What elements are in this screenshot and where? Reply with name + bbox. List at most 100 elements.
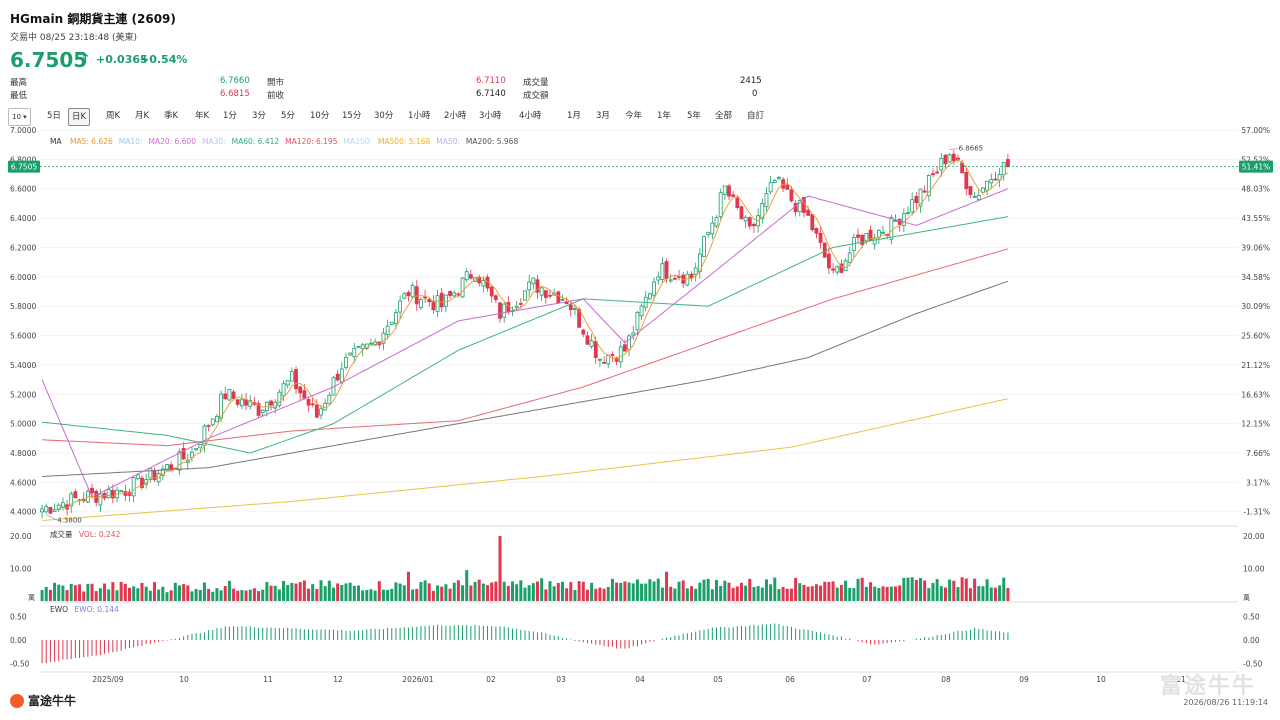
- candle-body: [972, 195, 977, 198]
- volume-panel-label: 成交量: [50, 530, 73, 539]
- period-1[interactable]: 5日: [47, 111, 61, 121]
- price-tick-label: 6.8000: [10, 155, 36, 164]
- volume-bar: [336, 583, 340, 601]
- volume-bar: [585, 589, 589, 601]
- volume-bar: [723, 580, 727, 601]
- period-7[interactable]: 1分: [223, 111, 237, 121]
- candle-body: [302, 390, 307, 399]
- volume-bar: [498, 536, 502, 601]
- x-axis-label: 12: [333, 675, 343, 684]
- volume-bar: [902, 577, 906, 601]
- period-19[interactable]: 今年: [625, 111, 643, 121]
- volume-bar: [764, 579, 768, 601]
- period-9[interactable]: 5分: [281, 111, 295, 121]
- volume-bar: [935, 579, 939, 601]
- x-axis-label: 05: [713, 675, 723, 684]
- count-dropdown[interactable]: 10 ▾: [8, 108, 31, 126]
- volume-bar: [848, 587, 852, 601]
- volume-bar: [198, 590, 202, 601]
- ma-line-ma200: [42, 280, 1009, 477]
- candle-body: [685, 273, 690, 286]
- volume-bar: [111, 582, 115, 601]
- volume-bar: [952, 580, 956, 601]
- ewo-tick-label: 0.00: [10, 636, 27, 645]
- volume-bar: [789, 588, 793, 601]
- period-21[interactable]: 5年: [687, 111, 701, 121]
- candle-body: [223, 393, 228, 400]
- candle-body: [56, 504, 61, 510]
- volume-bar: [719, 585, 723, 601]
- volume-bar: [594, 588, 598, 601]
- price-tick-label: 5.8000: [10, 302, 36, 311]
- period-14[interactable]: 2小時: [444, 111, 467, 121]
- pct-tick-label: 3.17%: [1246, 478, 1270, 487]
- volume-bar: [577, 581, 581, 601]
- period-22[interactable]: 全部: [715, 111, 733, 121]
- volume-bar: [869, 582, 873, 601]
- volume-bar: [315, 588, 319, 601]
- candle-body: [135, 474, 140, 480]
- volume-bar: [132, 586, 136, 601]
- low-value: 6.6815: [220, 89, 250, 99]
- period-13[interactable]: 1小時: [408, 111, 431, 121]
- ma-legend-item: MA30:: [201, 137, 226, 146]
- candle-body: [731, 194, 736, 197]
- period-4[interactable]: 月K: [135, 111, 150, 121]
- period-12[interactable]: 30分: [374, 111, 394, 121]
- volume-bar: [794, 577, 798, 601]
- volume-bar: [748, 578, 752, 601]
- low-label: 最低: [10, 91, 28, 101]
- price-tick-label: 5.2000: [10, 390, 36, 399]
- period-15[interactable]: 3小時: [479, 111, 502, 121]
- period-18[interactable]: 3月: [596, 111, 610, 121]
- price-tick-label: 6.0000: [10, 273, 36, 282]
- volume-bar: [798, 583, 802, 601]
- volume-bar: [244, 590, 248, 601]
- open-value: 6.7110: [476, 76, 506, 86]
- candle-body: [581, 329, 586, 335]
- candle-body: [256, 403, 261, 416]
- candle-body: [389, 321, 394, 326]
- candle-body: [48, 506, 53, 514]
- period-23[interactable]: 自訂: [747, 111, 765, 121]
- volume-bar: [819, 585, 823, 601]
- period-2[interactable]: 日K: [68, 108, 91, 126]
- candle-body: [339, 368, 344, 383]
- candle-body: [215, 415, 219, 423]
- volume-bar: [177, 585, 181, 601]
- volume-bar: [635, 579, 639, 601]
- volume-bar: [977, 586, 981, 601]
- volume-bar: [136, 588, 140, 601]
- pct-tick-label: 21.12%: [1241, 361, 1270, 370]
- volume-bar: [656, 578, 660, 601]
- volume-bar: [369, 589, 373, 601]
- volume-bar: [356, 585, 360, 601]
- volume-bar: [831, 581, 835, 601]
- period-10[interactable]: 10分: [310, 111, 330, 121]
- candle-body: [918, 188, 923, 207]
- candle-body: [860, 234, 865, 245]
- period-3[interactable]: 周K: [106, 111, 121, 121]
- volume-bar: [69, 583, 73, 601]
- period-17[interactable]: 1月: [567, 111, 581, 121]
- period-16[interactable]: 4小時: [519, 111, 542, 121]
- period-11[interactable]: 15分: [342, 111, 362, 121]
- period-8[interactable]: 3分: [252, 111, 266, 121]
- volume-bar: [115, 590, 119, 601]
- volume-bar: [906, 577, 910, 601]
- candle-body: [144, 479, 149, 485]
- amount-value: 0: [752, 89, 758, 99]
- candle-body: [752, 223, 756, 227]
- volume-bar: [839, 584, 843, 601]
- volume-bar: [802, 584, 806, 601]
- candle-body: [244, 399, 248, 406]
- volume-bar: [348, 582, 352, 601]
- candle-body: [847, 252, 852, 263]
- period-5[interactable]: 季K: [164, 111, 179, 121]
- volume-bar: [182, 584, 186, 601]
- period-20[interactable]: 1年: [657, 111, 671, 121]
- volume-bar: [390, 588, 394, 601]
- candle-body: [190, 451, 194, 458]
- period-6[interactable]: 年K: [195, 111, 210, 121]
- volume-bar: [715, 580, 719, 601]
